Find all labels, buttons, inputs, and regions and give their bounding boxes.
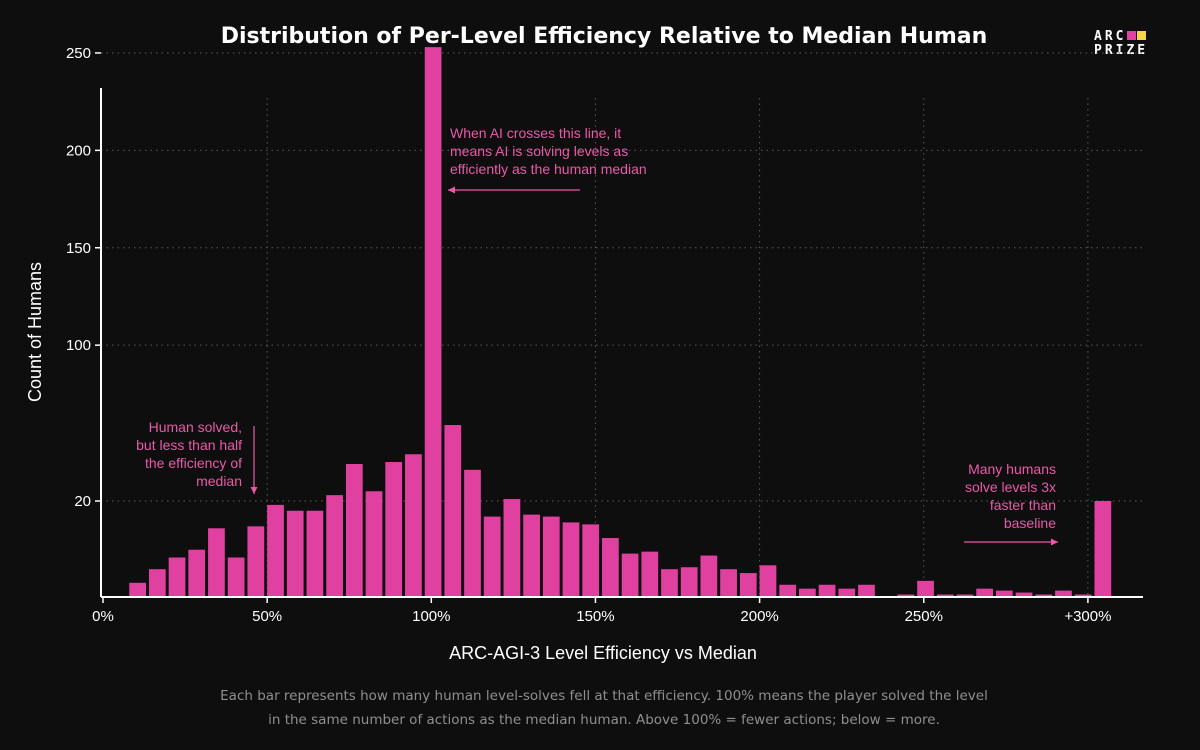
y-tick-label: 150 [66,240,91,257]
annotation-line: baseline [1004,515,1056,531]
bar-22 [562,522,580,597]
bar-18 [483,516,501,597]
bar-45 [1015,592,1033,597]
x-tick-label: 50% [252,608,282,625]
bar-0 [129,582,147,597]
x-tick-label: 150% [576,608,614,625]
footnote-line-1: Each bar represents how many human level… [220,688,988,704]
bar-40 [917,580,934,597]
annotation-fast: Many humans solve levels 3x faster than bas… [965,461,1056,531]
bar-6 [247,526,265,597]
annotation-line: When AI crosses this line, it [450,125,621,141]
bar-44 [995,590,1013,597]
arc-prize-logo: ARC PRIZE [1094,30,1148,58]
x-axis-label: ARC-AGI-3 Level Efficiency vs Median [449,643,757,663]
axes [100,88,1143,598]
bars [129,47,1112,597]
annotation-line: faster than [990,497,1056,513]
x-tick-label: 250% [905,608,943,625]
annotation-line: means AI is solving levels as [450,143,628,159]
logo-text-1: ARC [1094,29,1127,44]
bar-41 [936,594,954,597]
bar-36 [838,588,856,597]
bar-28 [680,567,698,597]
bar-35 [818,584,836,597]
logo-text-2: PRIZE [1094,43,1149,58]
bar-49 [1094,501,1112,597]
x-tick-label: 100% [412,608,450,625]
bar-32 [759,565,777,597]
bar-37 [858,584,875,597]
x-tick-label: 0% [92,608,114,625]
bar-23 [582,524,600,597]
logo-square-pink [1127,31,1137,40]
x-tick-label: 200% [740,608,778,625]
bar-15 [424,47,442,597]
bar-5 [227,557,245,597]
logo-line-1: ARC [1094,30,1148,44]
footnote: Each bar represents how many human level… [0,684,1200,732]
y-ticks: 20 100 150 200 250 [66,45,101,510]
bar-20 [523,514,540,597]
half-arrow-head [250,487,258,494]
bar-10 [326,495,343,597]
chart-title: Distribution of Per-Level Efficiency Rel… [220,24,988,49]
bar-19 [503,499,521,597]
bar-46 [1035,594,1053,597]
bar-11 [345,463,363,597]
bar-33 [779,584,797,597]
bar-14 [405,454,422,597]
bar-1 [148,569,166,597]
bar-21 [542,516,560,597]
bar-13 [385,462,403,597]
bar-34 [798,588,816,597]
bar-42 [956,594,974,597]
annotation-line: solve levels 3x [965,479,1056,495]
grid [101,52,1143,597]
bar-3 [188,549,206,597]
bar-4 [208,528,225,597]
bar-25 [621,553,639,597]
bar-31 [739,573,757,597]
annotations: When AI crosses this line, it means AI is… [136,125,1058,546]
bar-43 [976,588,994,597]
bar-7 [267,504,284,597]
bar-16 [444,425,462,597]
annotation-line: median [196,473,242,489]
bar-26 [641,551,659,597]
footnote-line-2: in the same number of actions as the med… [268,712,940,728]
y-tick-label: 250 [66,45,91,62]
annotation-line: efficiently as the human median [450,161,647,177]
y-tick-label: 100 [66,337,91,354]
bar-29 [700,555,718,597]
x-tick-label: +300% [1064,608,1111,625]
bar-2 [168,557,186,597]
y-axis-label: Count of Humans [25,262,45,402]
annotation-half: Human solved, but less than half the effic… [136,419,242,489]
annotation-line: but less than half [136,437,242,453]
annotation-line: Many humans [968,461,1056,477]
bar-9 [306,510,324,597]
bar-24 [602,538,619,597]
annotation-line: the efficiency of [145,455,242,471]
fast-arrow-head [1051,538,1058,546]
x-ticks: 0% 50% 100% 150% 200% 250% +300% [92,597,1111,625]
bar-17 [464,469,481,597]
bar-47 [1055,590,1072,597]
y-tick-label: 20 [74,493,91,510]
median-arrow-head [448,186,455,194]
y-tick-label: 200 [66,142,91,159]
bar-30 [720,569,737,597]
bar-12 [365,491,383,597]
bar-27 [661,569,678,597]
annotation-median: When AI crosses this line, it means AI is… [450,125,647,177]
bar-48 [1074,594,1092,597]
annotation-line: Human solved, [149,419,242,435]
logo-square-yellow [1137,31,1147,40]
bar-39 [897,594,915,597]
bar-8 [286,510,304,597]
